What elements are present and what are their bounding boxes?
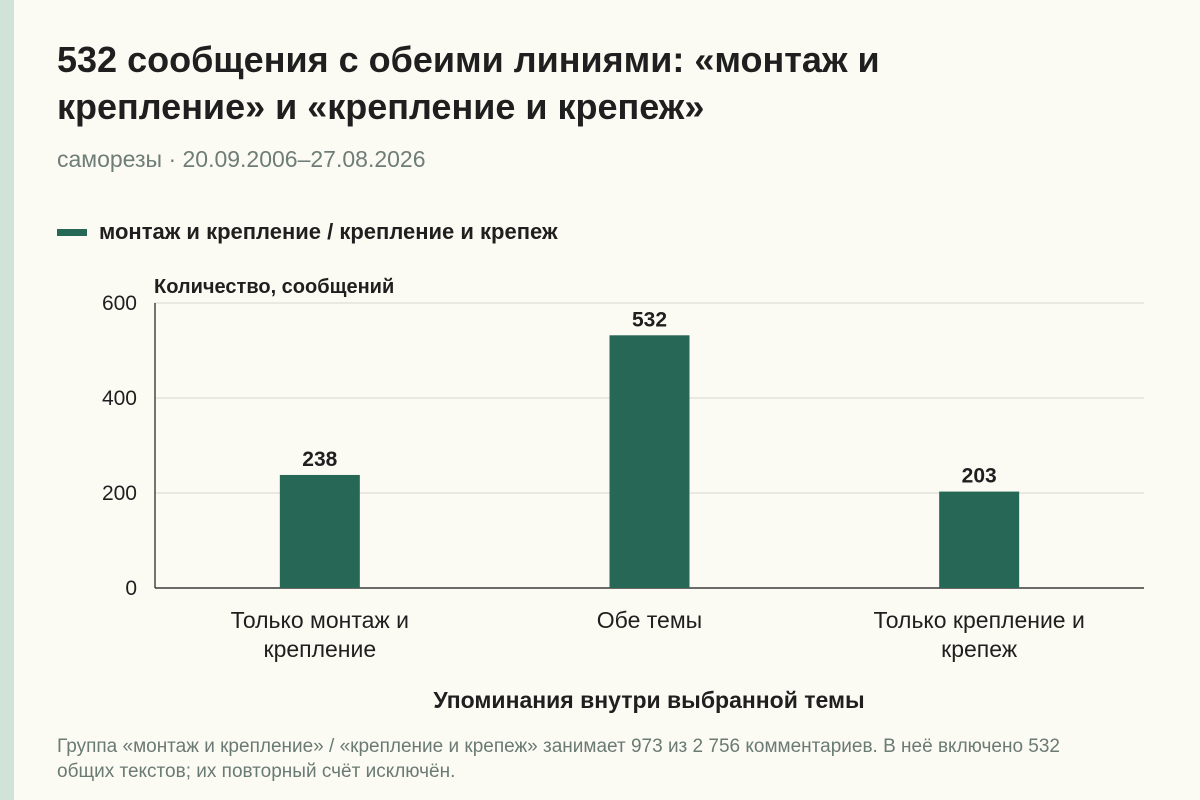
bar-chart: 238 532 203 0 200 400 600 Только монтаж и крепл…	[102, 276, 1144, 713]
x-axis-title: Упоминания внутри выбранной темы	[433, 687, 864, 713]
data-label: 532	[632, 308, 667, 331]
x-tick-label: Обе темы	[597, 607, 702, 633]
bar	[279, 474, 360, 588]
x-tick-label: Только крепление и крепеж	[873, 607, 1084, 662]
footnote: Группа «монтаж и крепление» / «крепление…	[57, 736, 1061, 782]
chart-title: 532 сообщения с обеими линиями: «монтаж …	[57, 39, 880, 127]
axis-ticks: 0 200 400 600 Только монтаж и крепление Обе те…	[102, 292, 1085, 662]
y-tick-label: 0	[125, 577, 137, 600]
legend-label: монтаж и крепление / крепление и крепеж	[99, 219, 558, 244]
legend-swatch	[57, 228, 87, 236]
bar	[609, 335, 690, 588]
bars: 238 532 203	[279, 308, 1020, 588]
left-accent-stripe	[0, 0, 14, 800]
chart-subtitle: саморезы · 20.09.2006–27.08.2026	[57, 146, 426, 172]
x-tick-label: Только монтаж и крепление	[231, 607, 409, 662]
legend: монтаж и крепление / крепление и крепеж	[57, 219, 558, 245]
y-tick-label: 600	[102, 292, 137, 315]
bar	[939, 491, 1020, 588]
data-label: 238	[302, 448, 337, 471]
data-label: 203	[962, 465, 997, 488]
y-tick-label: 400	[102, 387, 137, 410]
y-tick-label: 200	[102, 482, 137, 505]
y-axis-title: Количество, сообщений	[154, 276, 394, 298]
